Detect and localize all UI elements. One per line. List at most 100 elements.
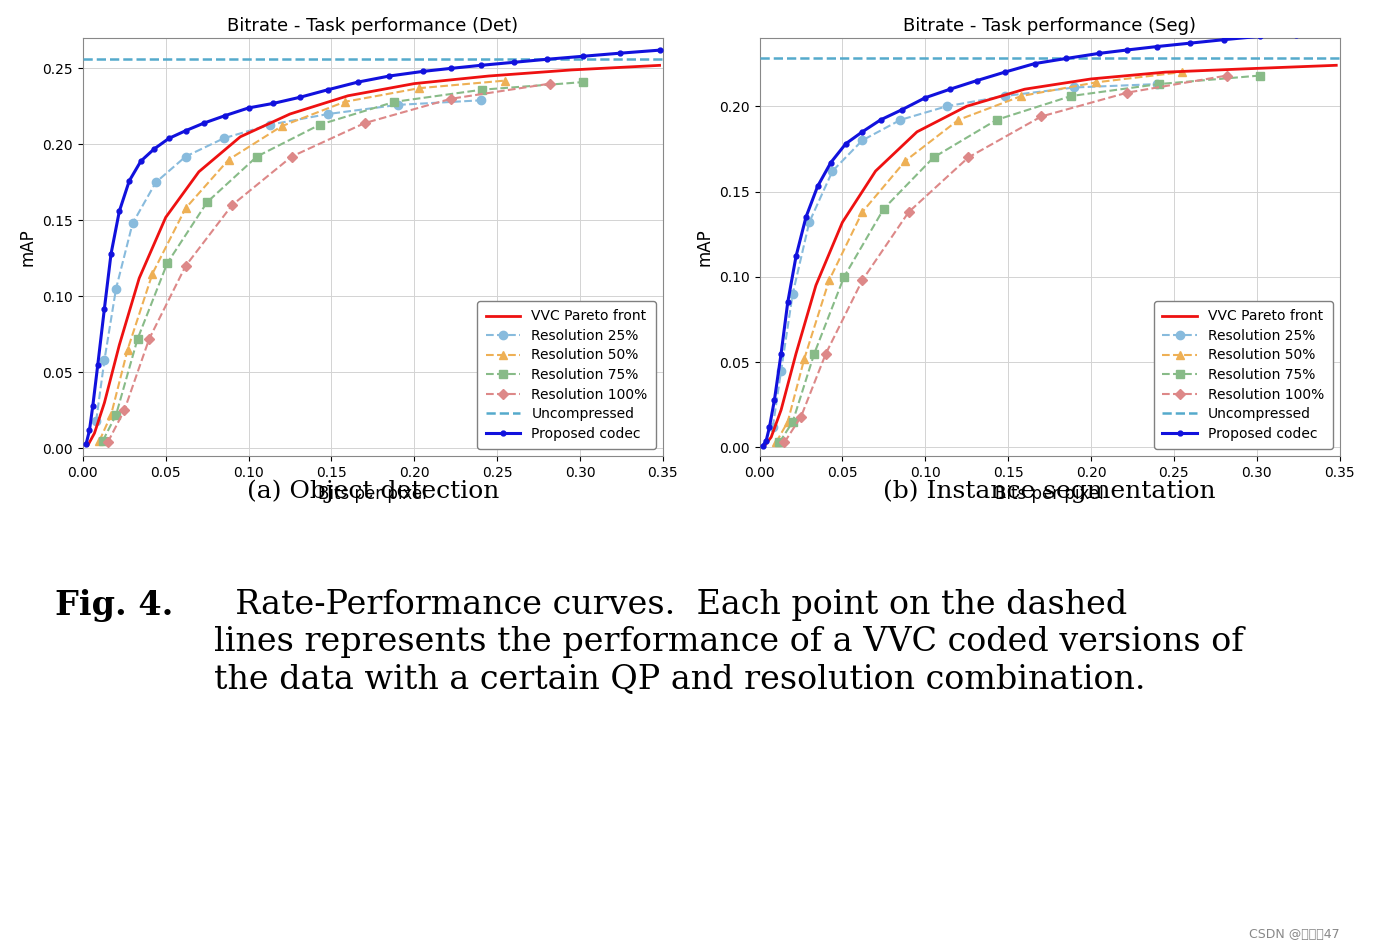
VVC Pareto front: [652, 60, 668, 71]
Resolution 50%: [102, 409, 119, 421]
Resolution 100%: [283, 151, 300, 162]
Proposed codec: [240, 103, 257, 114]
Proposed codec: [968, 75, 985, 86]
Proposed codec: [265, 98, 282, 109]
Proposed codec: [539, 53, 555, 65]
Proposed codec: [1215, 34, 1232, 46]
Resolution 75%: [784, 416, 801, 428]
Line: Resolution 100%: Resolution 100%: [780, 72, 1230, 446]
Title: Bitrate - Task performance (Seg): Bitrate - Task performance (Seg): [903, 17, 1196, 35]
Proposed codec: [472, 60, 489, 71]
VVC Pareto front: [131, 273, 148, 284]
Proposed codec: [761, 421, 778, 432]
Proposed codec: [97, 303, 113, 314]
Proposed codec: [442, 63, 458, 74]
Resolution 75%: [876, 203, 892, 215]
Resolution 50%: [221, 154, 238, 165]
Proposed codec: [84, 400, 101, 411]
Proposed codec: [133, 156, 149, 167]
VVC Pareto front: [282, 108, 298, 120]
Y-axis label: mAP: mAP: [696, 228, 714, 266]
Resolution 75%: [574, 76, 591, 87]
Resolution 25%: [262, 119, 279, 130]
Resolution 75%: [249, 151, 265, 162]
Resolution 100%: [177, 260, 193, 272]
Resolution 100%: [224, 200, 240, 211]
Text: (b) Instance segmentation: (b) Instance segmentation: [884, 480, 1215, 504]
Proposed codec: [505, 57, 522, 68]
Resolution 25%: [177, 151, 193, 162]
Resolution 75%: [199, 197, 215, 208]
VVC Pareto front: [340, 90, 356, 102]
Resolution 50%: [144, 268, 160, 279]
Resolution 75%: [108, 409, 124, 421]
Proposed codec: [217, 110, 233, 122]
Text: Fig. 4.: Fig. 4.: [55, 589, 174, 622]
Legend: VVC Pareto front, Resolution 25%, Resolution 50%, Resolution 75%, Resolution 100: VVC Pareto front, Resolution 25%, Resolu…: [1155, 301, 1333, 449]
Resolution 50%: [950, 114, 967, 125]
Proposed codec: [381, 70, 398, 82]
VVC Pareto front: [1240, 63, 1257, 74]
Proposed codec: [773, 348, 790, 359]
Resolution 100%: [1033, 111, 1050, 123]
VVC Pareto front: [958, 101, 975, 112]
Resolution 100%: [116, 405, 133, 416]
Resolution 50%: [412, 83, 428, 94]
Resolution 50%: [119, 344, 135, 355]
Resolution 50%: [273, 121, 290, 132]
Title: Bitrate - Task performance (Det): Bitrate - Task performance (Det): [228, 17, 518, 35]
VVC Pareto front: [773, 405, 790, 416]
Proposed codec: [779, 296, 795, 308]
VVC Pareto front: [191, 166, 207, 178]
Resolution 100%: [900, 206, 917, 218]
VVC Pareto front: [110, 339, 127, 351]
Resolution 25%: [939, 101, 956, 112]
VVC Pareto front: [406, 78, 423, 89]
Resolution 100%: [1218, 70, 1235, 82]
Resolution 100%: [356, 118, 373, 129]
VVC Pareto front: [481, 70, 497, 82]
Proposed codec: [1091, 48, 1108, 59]
Resolution 75%: [1150, 78, 1167, 89]
Resolution 75%: [312, 119, 329, 130]
Proposed codec: [110, 205, 127, 217]
Proposed codec: [160, 133, 177, 144]
Resolution 50%: [1088, 77, 1105, 88]
Proposed codec: [754, 440, 771, 451]
X-axis label: Bits per pixel: Bits per pixel: [996, 485, 1103, 504]
VVC Pareto front: [808, 279, 824, 291]
Proposed codec: [787, 251, 804, 262]
Line: Resolution 50%: Resolution 50%: [772, 68, 1186, 446]
Proposed codec: [942, 84, 958, 95]
Resolution 75%: [1251, 70, 1268, 82]
Resolution 75%: [925, 152, 942, 163]
Proposed codec: [81, 425, 98, 436]
VVC Pareto front: [757, 440, 773, 451]
VVC Pareto front: [157, 212, 174, 223]
Proposed codec: [196, 118, 213, 129]
Resolution 75%: [807, 348, 823, 359]
Resolution 25%: [320, 108, 337, 120]
Resolution 25%: [97, 354, 113, 366]
VVC Pareto front: [1016, 84, 1033, 95]
Resolution 100%: [818, 348, 834, 359]
Line: Resolution 25%: Resolution 25%: [93, 96, 485, 426]
Resolution 75%: [836, 271, 852, 282]
Line: Proposed codec: Proposed codec: [84, 48, 661, 446]
Resolution 50%: [795, 353, 812, 365]
Resolution 75%: [387, 96, 403, 107]
Proposed codec: [1182, 37, 1199, 48]
Proposed codec: [612, 48, 628, 59]
Resolution 75%: [94, 435, 110, 446]
Resolution 100%: [1119, 86, 1135, 98]
Resolution 100%: [776, 437, 793, 448]
Resolution 100%: [853, 275, 870, 286]
Resolution 75%: [989, 114, 1005, 125]
Proposed codec: [798, 212, 815, 223]
Resolution 100%: [141, 333, 157, 345]
Resolution 50%: [497, 75, 514, 86]
Proposed codec: [574, 50, 591, 62]
VVC Pareto front: [1083, 73, 1099, 85]
VVC Pareto front: [909, 126, 925, 138]
VVC Pareto front: [232, 131, 249, 142]
